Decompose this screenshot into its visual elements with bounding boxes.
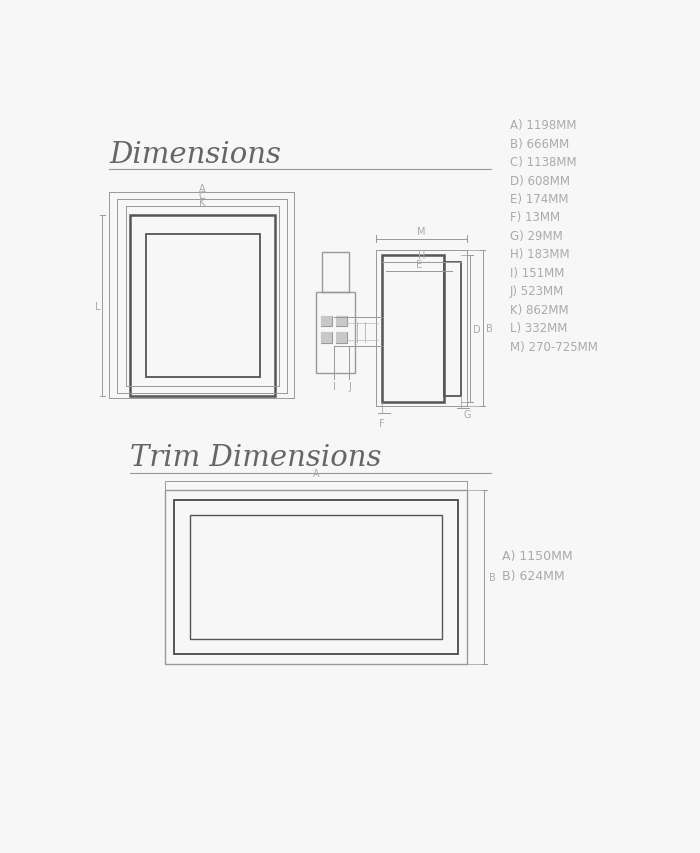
Text: K: K [199, 198, 206, 208]
Bar [336, 333, 347, 344]
Text: B) 666MM: B) 666MM [510, 137, 569, 150]
Bar [336, 316, 347, 327]
Text: B) 624MM: B) 624MM [502, 570, 565, 583]
Bar [321, 333, 332, 344]
Text: Trim Dimensions: Trim Dimensions [130, 444, 382, 472]
Bar [316, 293, 355, 373]
Text: F: F [379, 418, 385, 428]
Text: I) 151MM: I) 151MM [510, 267, 564, 280]
Text: C) 1138MM: C) 1138MM [510, 156, 577, 169]
Bar [165, 490, 468, 664]
Text: B: B [486, 323, 492, 334]
Bar [146, 235, 260, 378]
Text: J: J [348, 382, 351, 392]
Bar [174, 500, 458, 654]
Bar [382, 256, 444, 403]
Text: H) 183MM: H) 183MM [510, 248, 570, 261]
Text: M: M [417, 227, 426, 236]
Text: A: A [313, 469, 319, 479]
Text: G) 29MM: G) 29MM [510, 229, 563, 242]
Text: Dimensions: Dimensions [109, 141, 281, 169]
Text: H: H [418, 251, 425, 260]
Bar [321, 316, 332, 327]
Text: J) 523MM: J) 523MM [510, 285, 564, 298]
Text: B: B [489, 572, 496, 583]
Text: M) 270-725MM: M) 270-725MM [510, 340, 598, 353]
Text: C: C [199, 191, 206, 201]
Text: A) 1198MM: A) 1198MM [510, 119, 576, 132]
Text: L) 332MM: L) 332MM [510, 322, 567, 335]
Text: L: L [94, 301, 100, 311]
Bar [336, 333, 347, 344]
Text: E: E [416, 259, 422, 270]
Text: K) 862MM: K) 862MM [510, 304, 568, 316]
Bar [322, 252, 349, 293]
Text: G: G [463, 409, 471, 420]
Text: D: D [473, 324, 480, 334]
Text: E) 174MM: E) 174MM [510, 193, 568, 206]
Text: I: I [332, 382, 335, 392]
Bar [130, 216, 275, 396]
Bar [444, 263, 461, 396]
Bar [190, 515, 442, 639]
Text: D) 608MM: D) 608MM [510, 174, 570, 188]
Text: A: A [199, 183, 205, 194]
Bar [321, 316, 332, 327]
Bar [321, 333, 332, 344]
Text: A) 1150MM: A) 1150MM [502, 549, 573, 563]
Text: F) 13MM: F) 13MM [510, 212, 560, 224]
Bar [336, 316, 347, 327]
